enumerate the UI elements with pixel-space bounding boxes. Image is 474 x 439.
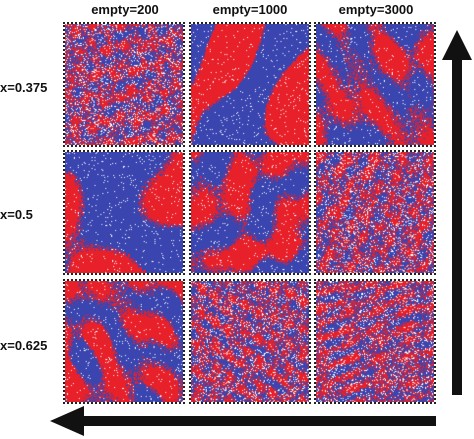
- lattice-pattern: [191, 24, 309, 145]
- lattice-pattern: [316, 281, 434, 402]
- simulation-panel: [189, 150, 311, 275]
- simulation-panel: [314, 150, 436, 275]
- lattice-pattern: [65, 281, 183, 402]
- column-label-empty-3000: empty=3000: [338, 2, 414, 17]
- row-label-x-05: x=0.5: [0, 207, 33, 222]
- simulation-panel: [189, 279, 311, 404]
- lattice-pattern: [191, 152, 309, 273]
- simulation-panel: [63, 150, 185, 275]
- lattice-pattern: [316, 24, 434, 145]
- leftward-arrow: [50, 406, 436, 436]
- lattice-pattern: [65, 24, 183, 145]
- column-label-empty-200: empty=200: [91, 2, 159, 17]
- row-label-x-0625: x=0.625: [0, 338, 48, 353]
- upward-arrow: [442, 30, 472, 395]
- row-label-x-0375: x=0.375: [0, 80, 48, 95]
- simulation-panel: [63, 22, 185, 147]
- lattice-pattern: [65, 152, 183, 273]
- simulation-panel: [314, 22, 436, 147]
- simulation-panel: [189, 22, 311, 147]
- simulation-panel: [314, 279, 436, 404]
- lattice-pattern: [316, 152, 434, 273]
- column-label-empty-1000: empty=1000: [212, 2, 288, 17]
- lattice-pattern: [191, 281, 309, 402]
- simulation-panel: [63, 279, 185, 404]
